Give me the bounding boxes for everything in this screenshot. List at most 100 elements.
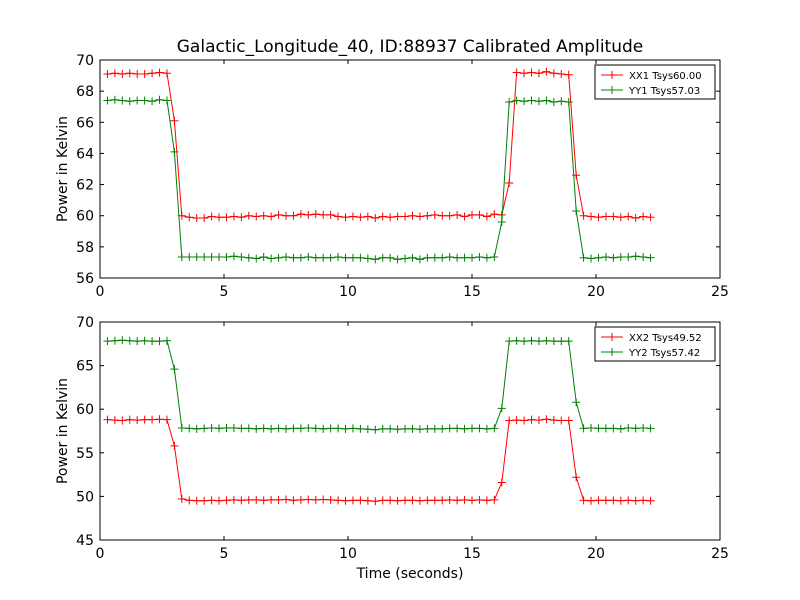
data-point [103, 415, 112, 424]
data-point [512, 336, 521, 345]
data-point [415, 212, 424, 221]
data-point [579, 253, 588, 262]
data-point [200, 496, 209, 505]
data-point [267, 495, 276, 504]
x-tick-label: 15 [463, 546, 481, 562]
y-tick-label: 66 [76, 115, 94, 131]
data-point [259, 424, 268, 433]
data-point [505, 416, 514, 425]
data-point [140, 415, 149, 424]
y-tick-label: 70 [76, 53, 94, 69]
data-point [445, 495, 454, 504]
data-point [393, 496, 402, 505]
x-tick-label: 20 [587, 284, 605, 300]
data-point [118, 96, 127, 105]
data-point [110, 69, 119, 78]
data-point [363, 496, 372, 505]
data-point [215, 213, 224, 222]
data-point [244, 424, 253, 433]
data-point [334, 212, 343, 221]
data-point [534, 97, 543, 106]
legend-box [594, 326, 716, 362]
data-point [341, 213, 350, 222]
y-tick-label: 45 [76, 533, 94, 549]
data-point [282, 211, 290, 220]
data-point [624, 496, 633, 505]
data-point [534, 337, 543, 346]
data-point [170, 441, 179, 450]
data-point [579, 496, 588, 505]
data-point [162, 415, 171, 424]
data-point [267, 424, 276, 433]
data-point [386, 496, 395, 505]
data-point [430, 424, 439, 433]
data-point [319, 495, 328, 504]
data-point [296, 495, 305, 504]
data-point [267, 212, 276, 221]
data-point [177, 423, 186, 432]
data-point [304, 423, 313, 432]
data-point [289, 496, 298, 505]
data-point [520, 97, 529, 106]
data-point [341, 424, 350, 433]
data-point [378, 253, 387, 262]
data-point [594, 496, 603, 505]
data-point [579, 424, 588, 433]
data-point [572, 207, 581, 216]
data-point [408, 424, 417, 433]
data-point [215, 424, 224, 433]
data-point [319, 210, 328, 219]
data-point [356, 424, 365, 433]
legend-label: XX1 Tsys60.00 [629, 71, 702, 82]
data-point [371, 497, 380, 506]
data-point [438, 496, 447, 505]
data-point [148, 69, 157, 78]
data-point [348, 496, 357, 505]
data-point [162, 69, 171, 78]
data-point [244, 253, 253, 262]
data-point [304, 252, 313, 261]
data-point [646, 253, 655, 262]
data-point [639, 252, 648, 261]
data-point [549, 69, 558, 78]
data-point [155, 337, 164, 346]
data-point [125, 336, 134, 345]
data-point [534, 416, 543, 425]
data-point [110, 336, 119, 345]
data-point [393, 425, 402, 434]
legend-label: YY1 Tsys57.03 [628, 86, 700, 97]
data-point [192, 214, 201, 223]
y-tick-label: 68 [76, 84, 94, 100]
data-point [490, 495, 499, 504]
plot-bottom: 0 5 10 15 20 25 45 50 55 60 65 70 Power in Kelvin XX2… [55, 315, 729, 562]
data-point [170, 365, 179, 374]
x-tick-label: 0 [96, 546, 105, 562]
data-point [326, 253, 335, 262]
data-point [601, 424, 610, 433]
data-point [616, 213, 625, 222]
data-point [274, 495, 283, 504]
data-point [415, 425, 424, 434]
data-point [237, 252, 246, 261]
data-point [609, 424, 618, 433]
x-tick-label: 0 [96, 284, 105, 300]
data-point [252, 424, 261, 433]
data-point [616, 252, 625, 261]
data-point [587, 212, 596, 221]
data-point [505, 179, 514, 188]
data-point [549, 98, 558, 107]
data-point [133, 96, 142, 105]
data-point [430, 253, 439, 262]
data-point [282, 495, 290, 504]
data-point [125, 97, 134, 106]
data-point [587, 496, 596, 505]
data-point [430, 496, 439, 505]
x-axis-label: Time (seconds) [356, 566, 464, 582]
data-point [244, 495, 253, 504]
data-point [601, 252, 610, 261]
data-point [103, 70, 112, 79]
data-point [311, 210, 320, 219]
data-point [468, 253, 476, 262]
data-point [296, 424, 305, 433]
data-point [155, 95, 164, 104]
